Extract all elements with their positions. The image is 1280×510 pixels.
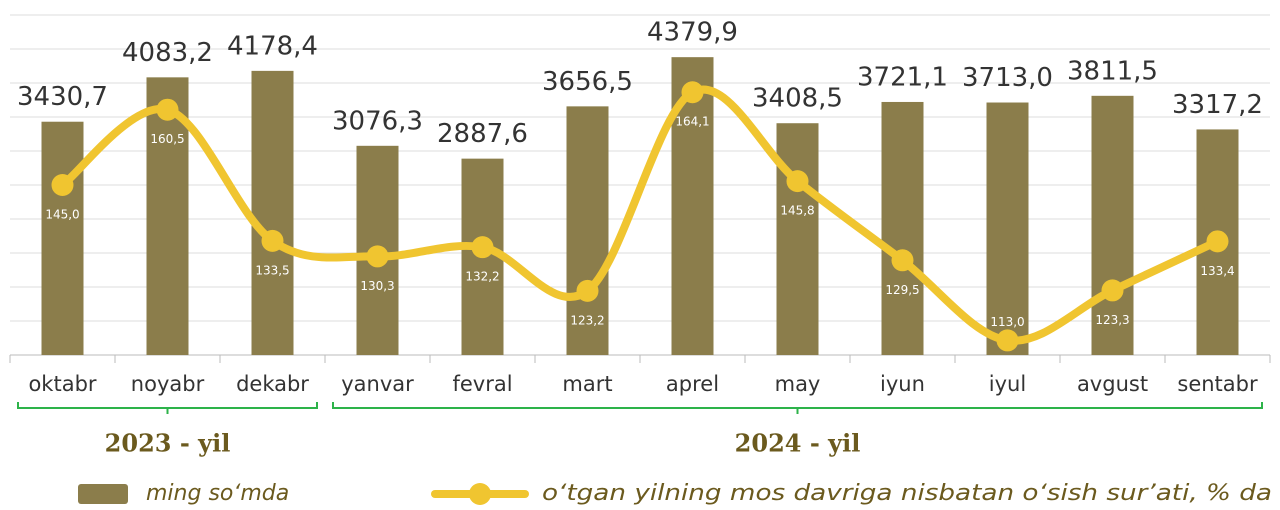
group-bracket: [332, 402, 1263, 414]
group-bracket: [17, 402, 318, 414]
line-value-label: 132,2: [465, 270, 499, 284]
bar: [251, 70, 294, 355]
line-marker: [1101, 279, 1124, 302]
x-tick-label: aprel: [666, 372, 719, 396]
bar: [1091, 95, 1134, 356]
x-tick-label: may: [775, 372, 821, 396]
line-marker: [156, 98, 179, 121]
line-value-label: 164,1: [675, 115, 709, 129]
x-tick-label: iyul: [989, 372, 1026, 396]
x-tick-label: yanvar: [341, 372, 414, 396]
legend-swatch: [469, 483, 491, 505]
bar-value-label: 4379,9: [647, 18, 738, 48]
line-marker: [261, 229, 284, 252]
bar-value-label: 3713,0: [962, 63, 1053, 93]
bar: [41, 121, 84, 355]
line: [58, 85, 1222, 345]
line-marker: [1206, 230, 1229, 253]
line-marker: [786, 170, 809, 193]
line-value-label: 113,0: [990, 315, 1024, 329]
line-value-label: 145,0: [45, 208, 79, 222]
line-marker: [891, 249, 914, 272]
x-tick-label: iyun: [880, 372, 925, 396]
line-marker: [681, 81, 704, 104]
line-marker: [576, 279, 599, 302]
line-marker: [471, 236, 494, 259]
bar: [881, 101, 924, 355]
bar: [566, 106, 609, 355]
line-value-label: 130,3: [360, 279, 394, 293]
x-tick-label: oktabr: [28, 372, 96, 396]
bar-value-label: 3408,5: [752, 84, 843, 114]
x-tick-label: sentabr: [1177, 372, 1258, 396]
x-tick-label: mart: [562, 372, 612, 396]
x-tick-label: dekabr: [236, 372, 309, 396]
bar: [146, 77, 189, 355]
line-value-label: 129,5: [885, 283, 919, 297]
x-tick-label: fevral: [452, 372, 512, 396]
line-value-label: 160,5: [150, 132, 184, 146]
line-value-label: 133,5: [255, 263, 289, 277]
legend-label: ming so‘mda: [146, 481, 289, 506]
x-tick-label: avgust: [1077, 372, 1148, 396]
bar-value-label: 4083,2: [122, 38, 213, 68]
line-marker: [996, 329, 1019, 352]
bar-value-label: 3430,7: [17, 82, 108, 112]
group-label: 2024 - yil: [735, 429, 861, 458]
bar: [776, 123, 819, 355]
bar-value-label: 3076,3: [332, 106, 423, 136]
line-marker: [366, 245, 389, 268]
x-tick-label: noyabr: [131, 372, 205, 396]
line-value-label: 123,2: [570, 313, 604, 327]
bar-value-label: 2887,6: [437, 119, 528, 149]
bar-value-label: 3317,2: [1172, 90, 1263, 120]
line-value-label: 123,3: [1095, 313, 1129, 327]
legend-swatch: [78, 484, 128, 504]
line-value-label: 133,4: [1200, 264, 1234, 278]
bar: [986, 102, 1029, 356]
bar-value-label: 4178,4: [227, 31, 318, 61]
bar-value-label: 3656,5: [542, 67, 633, 97]
bar-value-label: 3811,5: [1067, 56, 1158, 86]
legend-label: o‘tgan yilning mos davriga nisbatan o‘si…: [542, 481, 1272, 506]
line-marker: [51, 174, 74, 196]
line-value-label: 145,8: [780, 204, 814, 218]
bar-value-label: 3721,1: [857, 62, 948, 92]
group-label: 2023 - yil: [105, 429, 231, 458]
